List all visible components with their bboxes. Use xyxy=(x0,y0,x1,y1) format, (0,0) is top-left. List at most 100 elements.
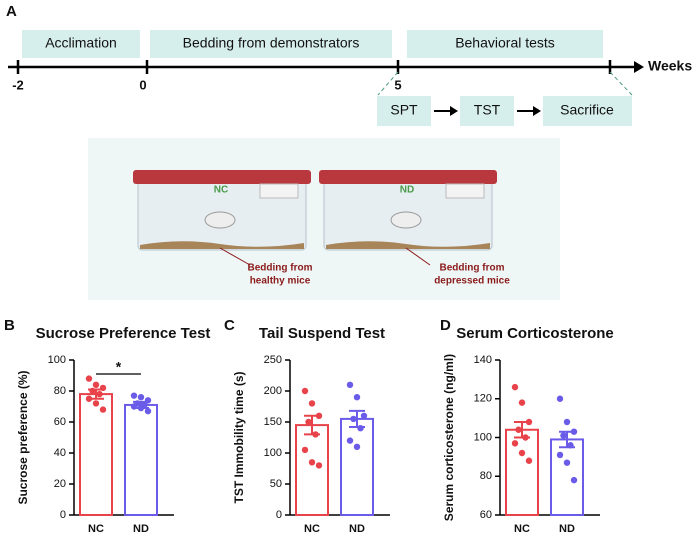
y-axis-label: TST Immobility time (s) xyxy=(232,371,246,503)
data-point xyxy=(560,432,567,439)
y-axis-label: Sucrose preference (%) xyxy=(16,370,30,504)
y-tick-label: 100 xyxy=(474,431,492,443)
data-point xyxy=(563,418,571,426)
data-point xyxy=(570,428,578,435)
data-point xyxy=(301,387,309,395)
cage xyxy=(133,170,311,251)
data-point xyxy=(346,437,354,444)
phase-label: Behavioral tests xyxy=(455,35,555,51)
panel-label: D xyxy=(440,317,451,334)
y-tick-label: 100 xyxy=(264,447,282,459)
data-point xyxy=(525,457,533,464)
data-point xyxy=(511,383,519,391)
step-box xyxy=(377,96,431,126)
data-point xyxy=(525,418,533,426)
bar xyxy=(340,417,374,516)
y-tick-label: 200 xyxy=(264,385,282,397)
data-point xyxy=(515,426,522,433)
data-point xyxy=(346,381,354,388)
bedding-label: Bedding from xyxy=(440,263,505,274)
y-tick-label: 80 xyxy=(54,385,66,397)
data-point xyxy=(353,394,361,401)
y-tick-label: 0 xyxy=(276,509,282,521)
data-point xyxy=(357,425,364,432)
y-tick-label: 0 xyxy=(60,509,66,521)
y-tick-label: 60 xyxy=(480,509,492,521)
bar xyxy=(505,428,539,516)
bedding-label: depressed mice xyxy=(434,276,510,287)
data-point xyxy=(567,442,574,449)
step-label: Sacrifice xyxy=(560,102,614,118)
data-point xyxy=(144,407,152,415)
step-label: SPT xyxy=(390,102,418,118)
bar xyxy=(550,438,584,516)
significance-label: * xyxy=(116,359,122,375)
chart-title: Serum Corticosterone xyxy=(456,325,614,342)
chart-title: Sucrose Preference Test xyxy=(36,325,211,342)
x-tick-label: ND xyxy=(349,523,365,535)
data-point xyxy=(518,449,526,457)
data-point xyxy=(99,406,107,413)
y-tick-label: 60 xyxy=(54,416,66,428)
bedding-label: Bedding from xyxy=(248,263,313,274)
data-point xyxy=(99,384,107,392)
connector xyxy=(377,71,399,96)
bar xyxy=(295,424,329,517)
x-tick-label: NC xyxy=(304,523,320,535)
phase-box xyxy=(22,30,140,58)
y-axis-label: Serum corticosterone (ng/ml) xyxy=(442,354,456,521)
data-point xyxy=(511,440,519,447)
y-tick-label: 50 xyxy=(270,478,282,490)
data-point xyxy=(570,476,578,484)
y-tick-label: 100 xyxy=(48,354,66,366)
axis-title: Weeks xyxy=(648,58,692,74)
data-point xyxy=(89,387,96,395)
phase-box xyxy=(150,30,392,58)
cage xyxy=(319,170,497,251)
y-tick-label: 140 xyxy=(474,354,492,366)
y-tick-label: 40 xyxy=(54,447,66,459)
data-point xyxy=(353,443,361,450)
y-tick-label: 150 xyxy=(264,416,282,428)
cage-label: NC xyxy=(214,185,228,196)
data-point xyxy=(305,418,312,426)
phase-label: Bedding from demonstrators xyxy=(183,35,360,51)
data-point xyxy=(518,399,526,406)
y-tick-label: 80 xyxy=(480,470,492,482)
data-point xyxy=(312,431,319,438)
bar xyxy=(79,393,113,517)
tick-label: 5 xyxy=(394,77,401,92)
data-point xyxy=(92,400,100,407)
data-point xyxy=(137,404,145,412)
x-tick-label: ND xyxy=(133,523,149,535)
tick-label: 0 xyxy=(139,77,146,92)
data-point xyxy=(92,381,100,388)
data-point xyxy=(350,415,357,423)
data-point xyxy=(130,403,138,410)
y-tick-label: 120 xyxy=(474,393,492,405)
bedding-label: healthy mice xyxy=(250,276,311,287)
step-box xyxy=(543,96,632,126)
x-tick-label: NC xyxy=(514,523,530,535)
data-point xyxy=(301,446,309,454)
data-point xyxy=(85,375,93,382)
data-point xyxy=(315,412,323,419)
y-tick-label: 20 xyxy=(54,478,66,490)
data-point xyxy=(522,434,529,441)
x-tick-label: ND xyxy=(559,523,575,535)
step-label: TST xyxy=(474,102,501,118)
pointer xyxy=(405,247,431,266)
data-point xyxy=(308,459,316,466)
tick-label: -2 xyxy=(12,77,24,92)
chart-title: Tail Suspend Test xyxy=(259,325,385,342)
phase-box xyxy=(407,30,603,58)
data-point xyxy=(308,400,316,407)
data-point xyxy=(556,451,564,459)
phase-label: Acclimation xyxy=(45,35,117,51)
panel-label: A xyxy=(6,3,17,20)
panel-label: C xyxy=(224,317,235,334)
pointer xyxy=(219,247,251,266)
data-point xyxy=(130,392,138,399)
arrowhead xyxy=(634,61,644,73)
